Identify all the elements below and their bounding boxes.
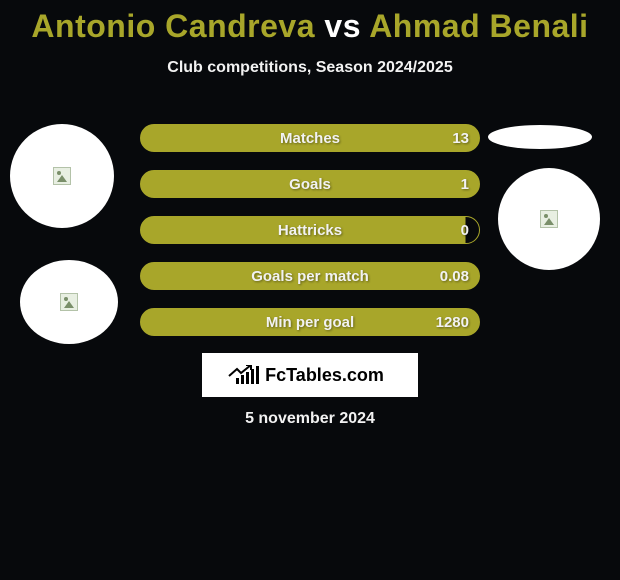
chart-arrow-icon [228, 365, 252, 377]
date-text: 5 november 2024 [0, 410, 620, 428]
bar-label: Hattricks [278, 222, 342, 239]
bar-value: 1 [461, 176, 469, 193]
bar-value: 0.08 [440, 268, 469, 285]
bar-min-per-goal: Min per goal 1280 [140, 308, 480, 336]
player2-photo [498, 168, 600, 270]
stat-bars: Matches 13 Goals 1 Hattricks 0 Goals per… [140, 124, 480, 354]
bar-label: Min per goal [266, 314, 354, 331]
title-vs: vs [324, 8, 361, 44]
bar-label: Goals per match [251, 268, 369, 285]
placeholder-icon [540, 210, 558, 228]
page-title: Antonio Candreva vs Ahmad Benali [0, 0, 620, 45]
player1-photo-large [10, 124, 114, 228]
bar-matches: Matches 13 [140, 124, 480, 152]
bar-value: 0 [461, 222, 469, 239]
bar-value: 13 [452, 130, 469, 147]
bar-goals: Goals 1 [140, 170, 480, 198]
bar-goals-per-match: Goals per match 0.08 [140, 262, 480, 290]
logo-text: FcTables.com [265, 365, 384, 386]
bar-value: 1280 [436, 314, 469, 331]
player1-photo-small [20, 260, 118, 344]
placeholder-icon [60, 293, 78, 311]
bar-label: Matches [280, 130, 340, 147]
title-player1: Antonio Candreva [31, 8, 315, 44]
title-player2: Ahmad Benali [369, 8, 588, 44]
bar-hattricks: Hattricks 0 [140, 216, 480, 244]
player2-ellipse [488, 125, 592, 149]
placeholder-icon [53, 167, 71, 185]
subtitle: Club competitions, Season 2024/2025 [0, 59, 620, 77]
fctables-logo: FcTables.com [202, 353, 418, 397]
bar-label: Goals [289, 176, 331, 193]
